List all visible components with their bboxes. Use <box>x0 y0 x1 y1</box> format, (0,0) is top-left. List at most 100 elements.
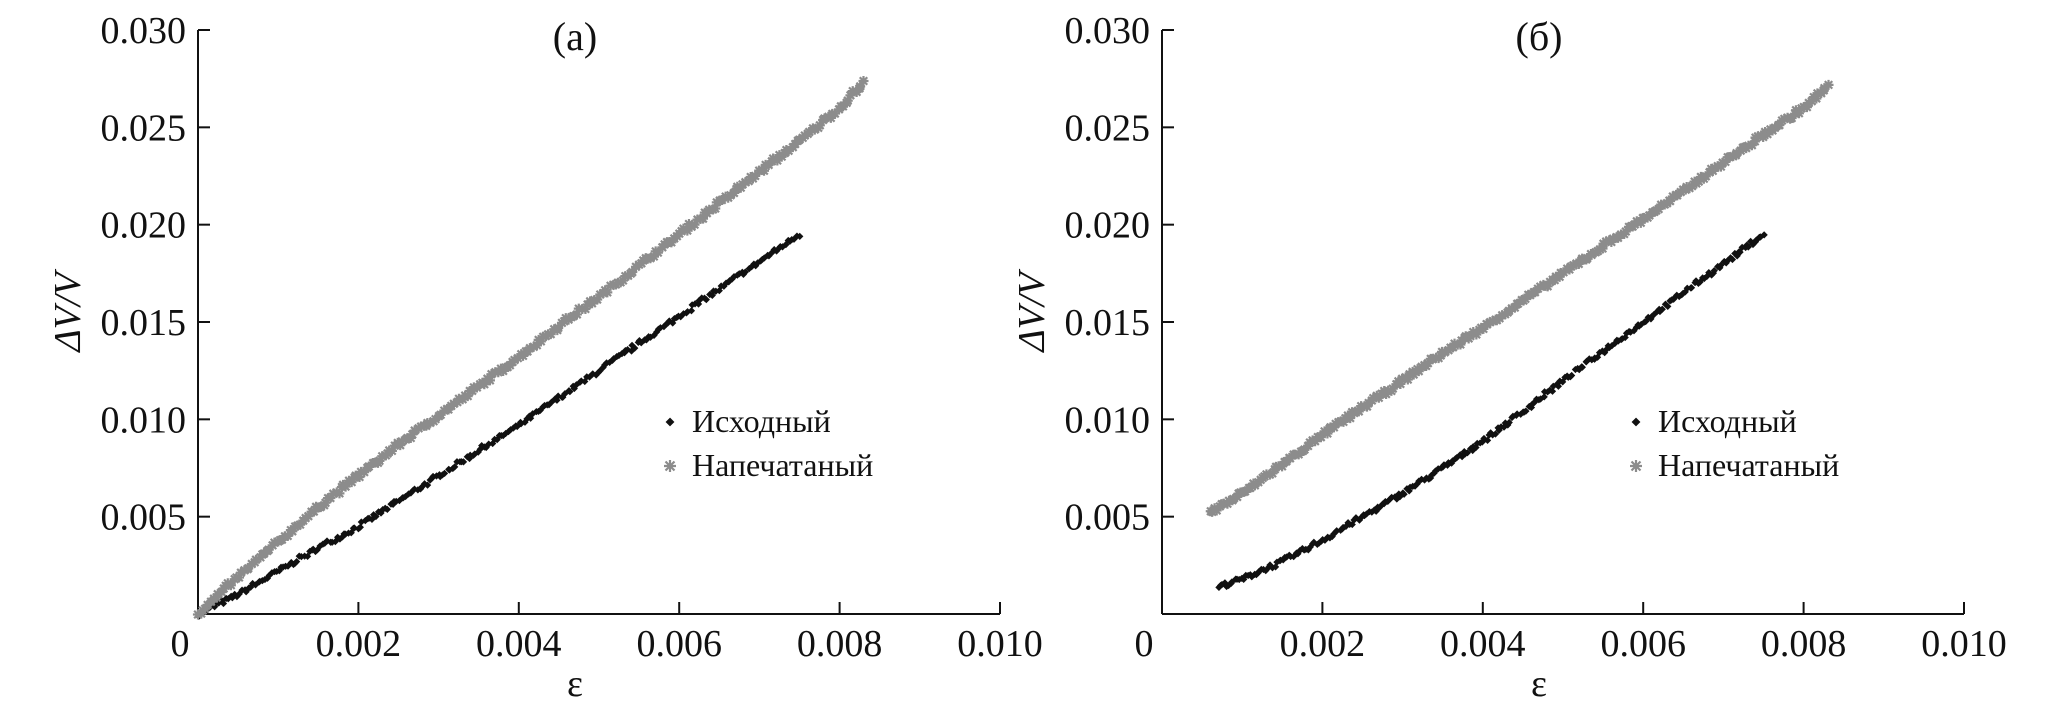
data-point <box>1736 248 1744 256</box>
data-point <box>1245 482 1256 493</box>
data-point <box>698 213 709 224</box>
data-point <box>750 170 761 181</box>
data-point <box>1681 182 1692 193</box>
data-point <box>287 526 298 537</box>
data-point <box>768 153 779 164</box>
data-point <box>386 445 397 456</box>
y-tick-label: 0.015 <box>1065 302 1151 344</box>
data-point <box>1720 156 1731 167</box>
data-point <box>845 90 856 101</box>
data-point <box>1568 371 1576 380</box>
x-tick-label: 0.010 <box>957 623 1043 665</box>
data-point <box>518 350 529 361</box>
y-tick-label: 0.020 <box>101 205 187 247</box>
x-tick-label: 0 <box>1135 623 1154 665</box>
y-tick-label: 0.030 <box>101 10 187 52</box>
data-point <box>1228 494 1239 505</box>
data-point <box>1667 191 1678 202</box>
data-point <box>467 385 478 396</box>
data-point <box>334 488 345 499</box>
x-tick-label: 0.002 <box>316 623 402 665</box>
data-point <box>665 317 673 325</box>
y-tick-label: 0.015 <box>101 302 187 344</box>
data-point <box>545 329 556 340</box>
data-point <box>1548 387 1557 395</box>
data-point <box>1353 406 1364 417</box>
data-point <box>1228 578 1236 586</box>
data-point <box>687 307 696 315</box>
data-point <box>1658 305 1666 313</box>
data-point <box>825 112 836 123</box>
data-point <box>855 81 866 92</box>
data-point <box>212 589 223 600</box>
data-point <box>645 253 656 264</box>
data-point <box>1480 434 1488 443</box>
y-tick-label: 0.010 <box>101 399 187 441</box>
data-point <box>1408 369 1419 380</box>
data-point <box>689 219 700 230</box>
data-point <box>814 120 825 131</box>
y-tick-label: 0.020 <box>1065 205 1151 247</box>
x-tick-label: 0.008 <box>797 623 883 665</box>
data-point <box>1705 268 1713 277</box>
data-point <box>269 537 280 548</box>
data-point <box>356 523 364 531</box>
data-point <box>1315 432 1326 443</box>
data-point <box>1328 422 1339 433</box>
x-tick-label: 0.004 <box>1440 623 1526 665</box>
data-point <box>1717 261 1725 269</box>
data-point <box>435 409 446 420</box>
data-point <box>1362 401 1373 412</box>
data-point <box>1395 378 1406 389</box>
data-point <box>1653 204 1664 215</box>
legend-label: Напечатаный <box>692 447 873 483</box>
data-point <box>1631 216 1642 227</box>
data-point <box>328 488 339 499</box>
data-point <box>263 544 274 555</box>
data-point <box>225 580 236 591</box>
data-point <box>282 530 293 541</box>
data-point <box>374 455 385 466</box>
y-tick-label: 0.030 <box>1065 10 1151 52</box>
data-point <box>1397 373 1408 384</box>
data-point <box>1554 271 1565 282</box>
data-point <box>618 275 629 286</box>
data-point <box>669 319 677 327</box>
data-point <box>561 390 569 398</box>
data-point <box>239 565 250 576</box>
data-point <box>1801 102 1812 113</box>
legend-marker-original <box>665 417 675 427</box>
legend-marker-printed <box>664 460 676 472</box>
data-point <box>743 176 754 187</box>
data-point <box>1542 281 1553 292</box>
data-point <box>1463 449 1472 457</box>
data-point <box>741 268 749 276</box>
y-tick-label: 0.005 <box>101 497 187 539</box>
data-point <box>1578 363 1586 371</box>
data-point <box>1806 96 1817 107</box>
data-point <box>250 554 261 565</box>
data-point <box>623 346 632 354</box>
data-point <box>448 398 459 409</box>
data-point <box>1345 413 1356 424</box>
data-point <box>320 497 331 508</box>
y-tick-label: 0.010 <box>1065 399 1151 441</box>
data-point <box>708 291 716 299</box>
data-point <box>710 203 721 214</box>
data-point <box>535 336 546 347</box>
data-point <box>1483 436 1492 444</box>
data-point <box>1427 354 1438 365</box>
data-point <box>459 458 468 466</box>
data-point <box>715 287 723 295</box>
y-axis-title: ΔV/V <box>47 269 89 354</box>
data-point <box>1455 339 1466 350</box>
data-point <box>602 287 613 298</box>
data-point <box>796 232 804 241</box>
data-point <box>350 524 359 532</box>
x-axis-title: ε <box>1531 663 1547 705</box>
data-point <box>368 515 376 523</box>
data-point <box>1271 563 1280 571</box>
x-tick-label: 0.010 <box>1921 623 2007 665</box>
data-point <box>486 369 497 380</box>
